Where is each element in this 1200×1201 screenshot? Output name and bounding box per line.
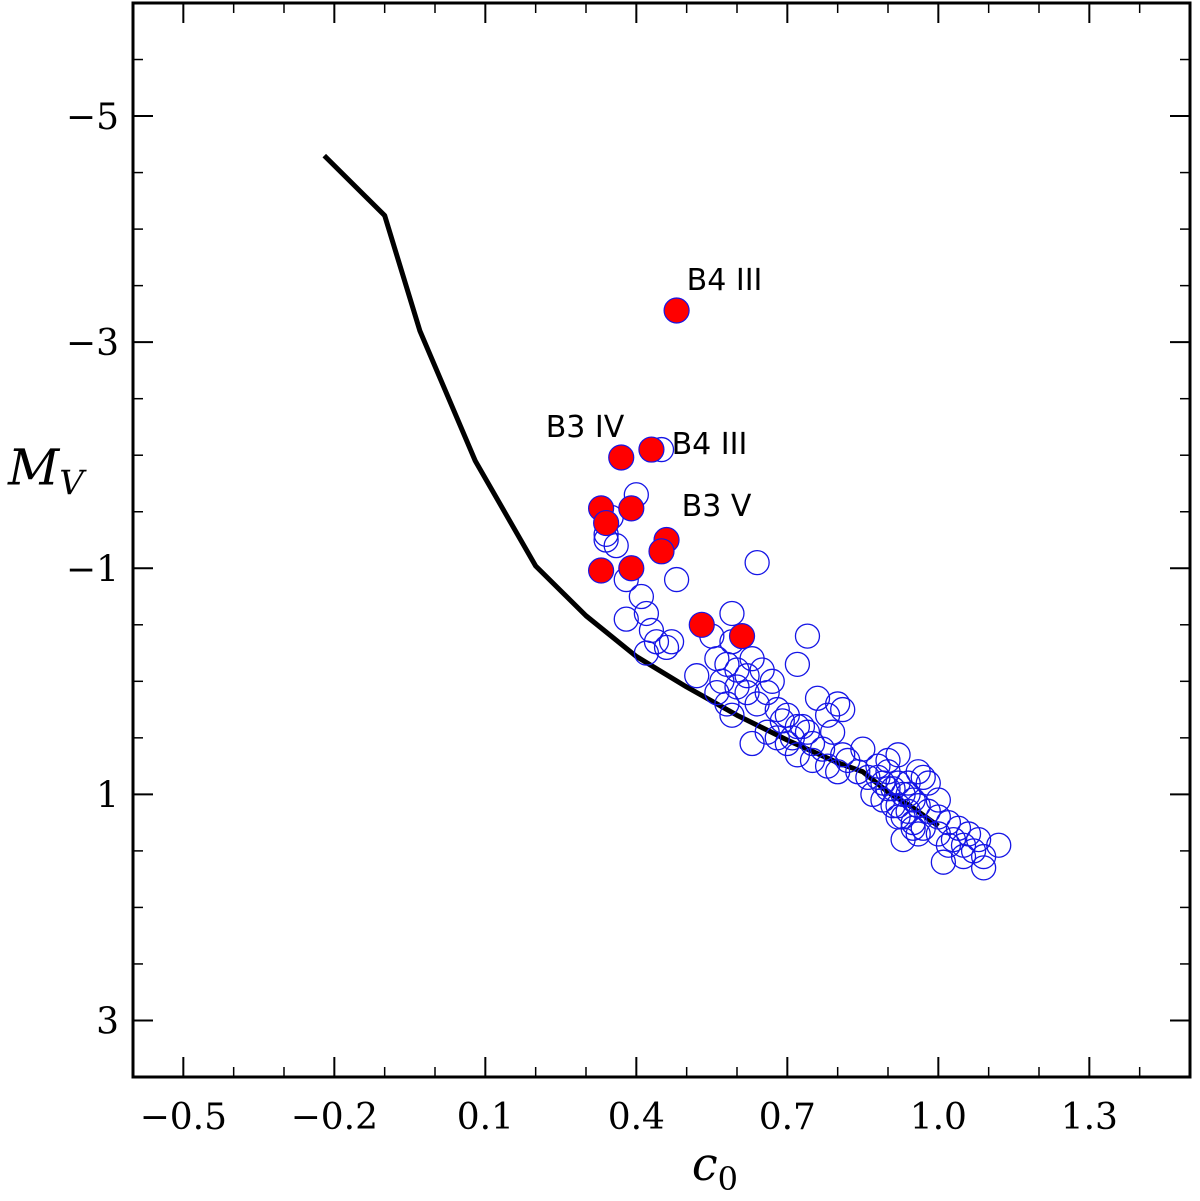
y-tick-label: −3 <box>66 323 119 364</box>
open-circle-point <box>754 679 780 706</box>
open-circle-point <box>885 793 911 819</box>
y-tick-label: −1 <box>66 549 119 590</box>
open-circle-point <box>633 640 660 666</box>
filled-circle-point <box>688 611 715 638</box>
x-tick-label: 1.0 <box>910 1097 967 1138</box>
x-tick-label: 0.4 <box>608 1097 665 1138</box>
filled-circle-point <box>593 509 620 537</box>
open-circle-point <box>915 770 941 796</box>
open-circle-point <box>628 583 655 610</box>
y-axis-label-main: M <box>7 439 61 497</box>
open-circle-point <box>739 730 765 757</box>
open-circle-point <box>794 719 821 745</box>
open-circle-point <box>900 815 926 841</box>
y-tick-label: 3 <box>96 1001 119 1042</box>
open-circle-point <box>925 787 951 813</box>
annotation-label: B4 III <box>687 263 763 298</box>
open-circle-point <box>965 826 992 853</box>
open-circle-point <box>789 713 816 740</box>
y-axis-label: MV <box>7 439 87 504</box>
annotation-label: B3 IV <box>546 410 625 445</box>
zams-line <box>322 153 940 829</box>
open-circle-point <box>905 821 931 847</box>
open-circle-point <box>719 702 745 728</box>
open-circle-point <box>784 742 811 768</box>
open-circle-point <box>830 696 856 723</box>
open-circle-point <box>855 764 881 791</box>
open-circle-point <box>684 663 710 689</box>
open-circle-point <box>799 747 826 774</box>
filled-circle-point <box>618 495 645 522</box>
open-circle-point <box>744 549 770 576</box>
open-circle-point <box>830 742 856 768</box>
x-tick-label: −0.2 <box>291 1097 378 1138</box>
x-axis-label-main: c <box>692 1137 718 1191</box>
open-circle-point <box>653 634 680 661</box>
open-circle-point <box>613 606 639 632</box>
filled-circle-point <box>608 444 635 471</box>
plot-area: B4 III B3 IV B4 III B3 V <box>322 153 1012 881</box>
x-tick-label: 0.7 <box>759 1097 816 1138</box>
open-circle-point <box>663 566 690 593</box>
open-circle-point <box>633 600 660 627</box>
filled-circle-point <box>587 557 615 584</box>
open-circle-point <box>875 776 901 802</box>
y-tick-label: 1 <box>96 775 119 816</box>
open-circle-point <box>986 832 1012 858</box>
open-circle-point <box>658 629 685 655</box>
x-tick-label: 0.1 <box>457 1097 514 1138</box>
x-tick-label: 1.3 <box>1061 1097 1118 1138</box>
x-axis-label-sub: 0 <box>718 1160 738 1198</box>
filled-circle-point <box>663 297 690 324</box>
filled-circle-point <box>728 622 756 650</box>
filled-circle-point <box>648 538 675 565</box>
open-circle-point <box>910 764 936 791</box>
open-circle-point <box>794 623 821 649</box>
open-circle-point <box>825 691 851 717</box>
open-circle-point <box>714 691 740 717</box>
open-circle-point <box>759 668 785 694</box>
open-circle-point <box>825 759 851 785</box>
open-circle-point <box>734 663 760 689</box>
open-circle-point <box>950 843 977 870</box>
open-circle-point <box>804 685 831 711</box>
filled-circle-point <box>618 555 645 582</box>
axes-frame <box>131 1 1192 1079</box>
open-circle-point <box>885 742 911 768</box>
filled-circle-point <box>638 436 665 463</box>
annotation-label: B4 III <box>672 427 748 462</box>
open-circle-point <box>784 651 811 678</box>
open-circle-point <box>910 815 936 841</box>
open-circle-point <box>719 600 745 627</box>
open-circle-point <box>970 855 997 881</box>
x-tick-label: −0.5 <box>140 1097 227 1138</box>
x-axis-label: c0 <box>692 1137 738 1198</box>
open-circle-point <box>819 719 846 745</box>
y-tick-label: −5 <box>66 97 119 138</box>
annotation-label: B3 V <box>682 489 752 524</box>
y-axis-label-sub: V <box>59 464 87 504</box>
open-circle-point <box>930 849 957 875</box>
